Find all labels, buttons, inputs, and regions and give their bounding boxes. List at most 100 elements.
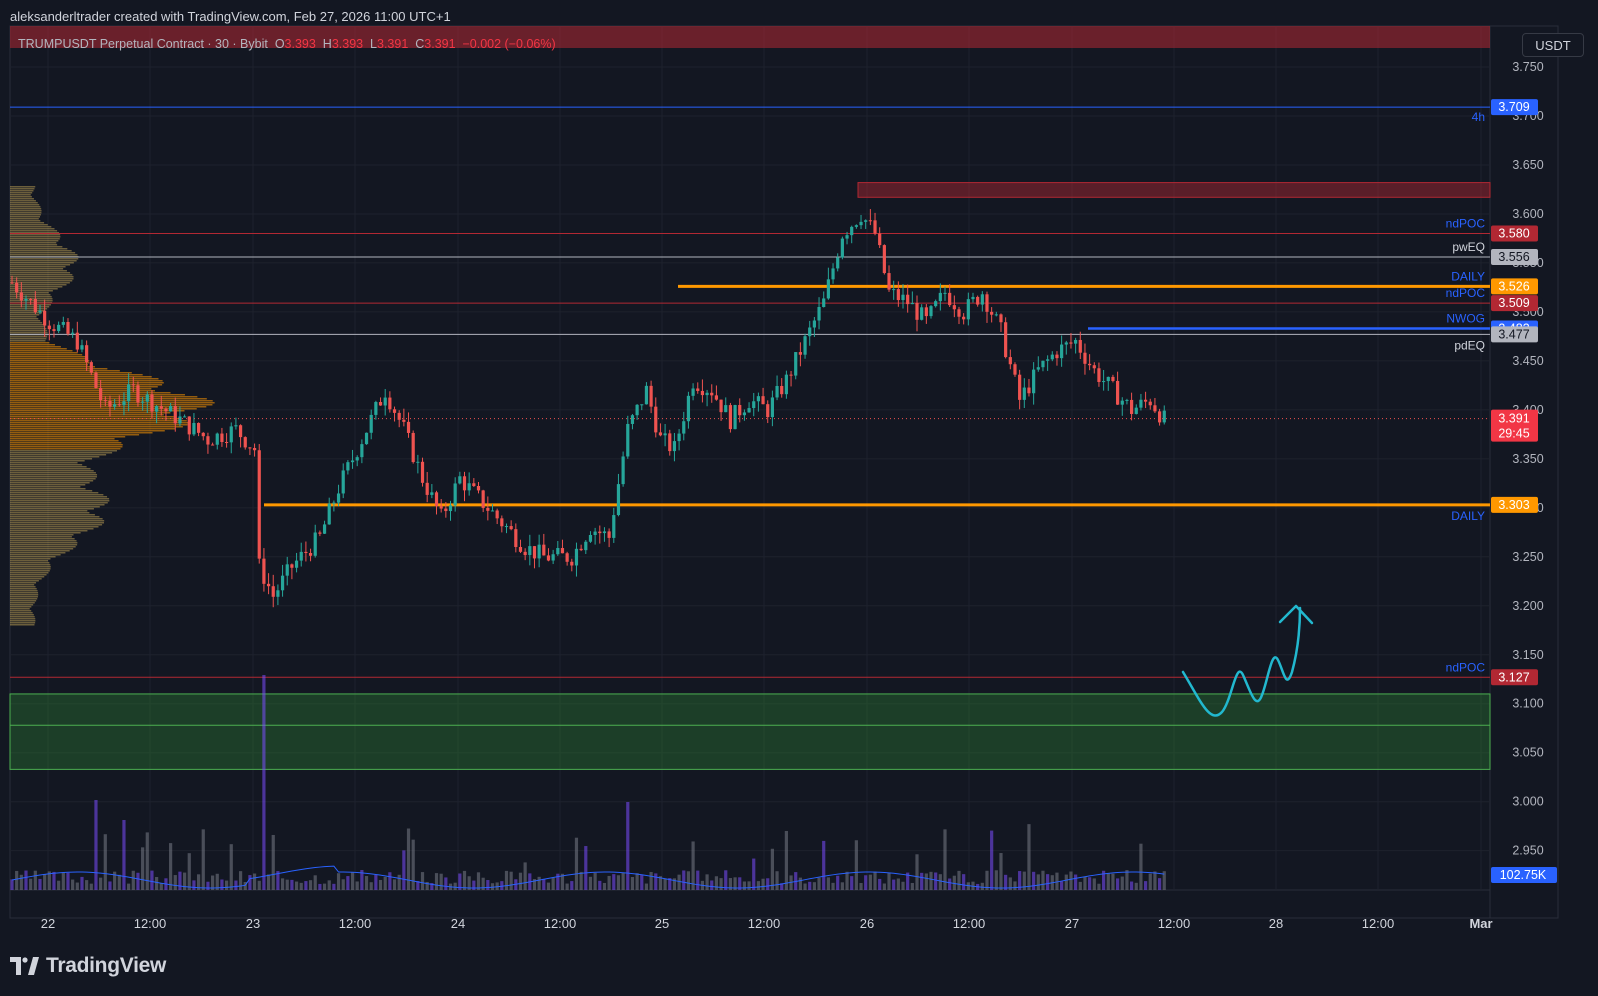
- level-tag: pwEQ: [1452, 240, 1485, 254]
- profile-bar: [10, 586, 36, 588]
- profile-bar: [10, 576, 45, 578]
- price-label-box: [1491, 496, 1538, 513]
- candle-body: [327, 503, 331, 525]
- volume-bar: [551, 877, 555, 890]
- volume-bar: [383, 876, 387, 890]
- candle-body: [906, 294, 910, 305]
- candle-body: [350, 460, 355, 463]
- candle-body: [178, 416, 182, 424]
- candle-body: [1125, 399, 1129, 401]
- candle-body: [920, 307, 924, 320]
- arrow-head-icon: [1278, 604, 1314, 625]
- profile-bar: [10, 284, 67, 286]
- volume-bar: [1018, 871, 1022, 890]
- volume-bar: [588, 876, 593, 890]
- candle-body: [61, 321, 65, 325]
- volume-bar: [691, 841, 695, 890]
- volume-bar: [425, 881, 429, 890]
- volume-bar: [24, 870, 28, 890]
- candle-body: [388, 397, 392, 410]
- candle-body: [1064, 342, 1068, 345]
- profile-bar: [10, 350, 73, 352]
- profile-bar: [10, 606, 32, 608]
- profile-bar: [10, 368, 108, 370]
- candle-body: [467, 483, 471, 491]
- volume-bar: [243, 882, 247, 890]
- volume-bar: [948, 878, 952, 890]
- candle-body: [425, 482, 429, 495]
- volume-bar: [369, 882, 373, 890]
- candle-body: [1046, 359, 1050, 361]
- volume-bar: [1120, 876, 1124, 890]
- volume-bar: [808, 881, 812, 890]
- profile-bar: [10, 562, 50, 564]
- profile-bar: [10, 428, 176, 430]
- profile-bar: [10, 538, 75, 540]
- candle-body: [724, 405, 728, 413]
- candle-body: [938, 292, 942, 302]
- candle-body: [565, 553, 569, 562]
- candle-body: [719, 399, 723, 413]
- volume-bar: [378, 879, 383, 890]
- candle-body: [1088, 363, 1092, 366]
- profile-bar: [10, 252, 76, 254]
- volume-bar: [766, 878, 770, 890]
- x-tick-label: 23: [246, 916, 260, 931]
- volume-bar: [290, 879, 294, 890]
- volume-bar: [122, 820, 126, 890]
- candle-body: [1148, 401, 1152, 406]
- candle-body: [658, 432, 663, 436]
- volume-bar: [262, 675, 266, 890]
- candle-body: [57, 324, 61, 332]
- volume-bar: [150, 870, 154, 890]
- profile-bar: [10, 402, 215, 404]
- candle-body: [411, 432, 415, 463]
- profile-bar: [10, 420, 187, 422]
- y-tick-label: 3.350: [1512, 452, 1543, 466]
- volume-bar: [360, 870, 364, 890]
- profile-bar: [10, 520, 105, 522]
- candle-body: [85, 345, 89, 363]
- profile-bar: [10, 438, 115, 440]
- candle-body: [80, 345, 84, 350]
- x-tick-label: 12:00: [1158, 916, 1191, 931]
- candle-body: [1106, 376, 1110, 382]
- volume-bar: [397, 874, 401, 890]
- volume-bar: [15, 870, 19, 890]
- profile-bar: [10, 288, 58, 290]
- candle-body: [280, 575, 285, 591]
- candle-body: [458, 476, 462, 484]
- currency-unit-button[interactable]: USDT: [1522, 33, 1584, 57]
- candle-body: [551, 554, 555, 561]
- y-tick-label: 3.150: [1512, 648, 1543, 662]
- price-label: 3.127: [1498, 670, 1529, 684]
- profile-bar: [10, 234, 61, 236]
- profile-bar: [10, 422, 189, 424]
- candle-body: [775, 385, 779, 398]
- level-tag: ndPOC: [1446, 286, 1486, 300]
- profile-bar: [10, 240, 59, 242]
- candle-body: [621, 456, 625, 485]
- candle-body: [159, 406, 163, 409]
- candle-body: [43, 310, 47, 326]
- volume-bar: [542, 878, 546, 890]
- profile-bar: [10, 540, 77, 542]
- candle-body: [962, 316, 966, 320]
- volume-bar: [1162, 871, 1166, 890]
- candle-body: [831, 268, 835, 280]
- candle-body: [1074, 339, 1078, 344]
- candle-body: [579, 548, 583, 551]
- profile-bar: [10, 522, 105, 524]
- profile-bar: [10, 242, 57, 244]
- volume-bar: [574, 837, 579, 890]
- volume-bar: [962, 874, 966, 890]
- x-tick-label: 12:00: [134, 916, 167, 931]
- volume-bar: [43, 874, 47, 890]
- y-tick-label: 3.750: [1512, 60, 1543, 74]
- volume-bar: [598, 880, 602, 890]
- candle-body: [360, 444, 364, 458]
- candle-body: [197, 422, 201, 433]
- candle-body: [957, 309, 961, 317]
- profile-bar: [10, 570, 50, 572]
